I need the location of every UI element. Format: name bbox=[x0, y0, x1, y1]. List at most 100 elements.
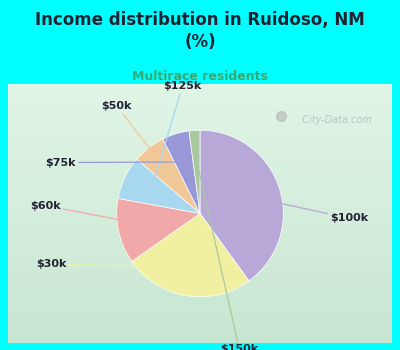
Bar bbox=[8, 317, 392, 320]
Bar bbox=[8, 182, 392, 185]
Bar bbox=[8, 146, 392, 149]
Bar bbox=[8, 198, 392, 201]
Bar bbox=[8, 164, 392, 167]
Bar bbox=[8, 332, 392, 335]
Bar bbox=[8, 276, 392, 278]
Text: $125k: $125k bbox=[151, 81, 202, 190]
Bar bbox=[8, 247, 392, 250]
Bar bbox=[8, 99, 392, 102]
Bar bbox=[8, 167, 392, 169]
Wedge shape bbox=[118, 159, 200, 214]
Bar bbox=[8, 252, 392, 255]
Bar bbox=[8, 136, 392, 138]
Bar bbox=[8, 128, 392, 131]
Bar bbox=[8, 335, 392, 338]
Bar bbox=[8, 216, 392, 219]
Text: Income distribution in Ruidoso, NM
(%): Income distribution in Ruidoso, NM (%) bbox=[35, 10, 365, 51]
Bar bbox=[8, 211, 392, 213]
Bar bbox=[8, 214, 392, 216]
Bar bbox=[8, 302, 392, 304]
Bar bbox=[8, 133, 392, 136]
Bar bbox=[8, 286, 392, 289]
Bar bbox=[8, 107, 392, 110]
Bar bbox=[8, 309, 392, 312]
Bar bbox=[8, 284, 392, 286]
Bar bbox=[8, 172, 392, 175]
Bar bbox=[8, 89, 392, 92]
Bar bbox=[8, 203, 392, 206]
Text: Multirace residents: Multirace residents bbox=[132, 70, 268, 83]
Text: $150k: $150k bbox=[196, 160, 258, 350]
Bar bbox=[8, 304, 392, 307]
Bar bbox=[8, 190, 392, 193]
Text: $100k: $100k bbox=[251, 197, 368, 223]
Bar bbox=[8, 289, 392, 291]
Bar bbox=[8, 219, 392, 221]
Bar bbox=[8, 94, 392, 97]
Bar bbox=[8, 229, 392, 232]
Bar bbox=[8, 226, 392, 229]
Bar bbox=[8, 315, 392, 317]
Bar bbox=[8, 120, 392, 123]
Text: $75k: $75k bbox=[46, 158, 184, 168]
Bar bbox=[8, 86, 392, 89]
Bar bbox=[8, 239, 392, 242]
Bar bbox=[8, 273, 392, 276]
Bar bbox=[8, 115, 392, 118]
Bar bbox=[8, 201, 392, 203]
Wedge shape bbox=[117, 198, 200, 261]
Bar bbox=[8, 258, 392, 260]
Bar bbox=[8, 123, 392, 125]
Bar bbox=[8, 156, 392, 159]
Bar bbox=[8, 250, 392, 252]
Bar bbox=[8, 138, 392, 141]
Bar bbox=[8, 307, 392, 309]
Text: $60k: $60k bbox=[30, 201, 147, 225]
Wedge shape bbox=[163, 131, 200, 214]
Bar bbox=[8, 242, 392, 245]
Bar bbox=[8, 149, 392, 151]
Bar bbox=[8, 131, 392, 133]
Bar bbox=[8, 281, 392, 284]
Bar bbox=[8, 208, 392, 211]
Bar bbox=[8, 245, 392, 247]
Bar bbox=[8, 263, 392, 265]
Bar bbox=[8, 102, 392, 105]
Text: $50k: $50k bbox=[102, 101, 167, 171]
Bar bbox=[8, 206, 392, 208]
Bar bbox=[8, 291, 392, 294]
Text: $30k: $30k bbox=[36, 259, 191, 270]
Bar bbox=[8, 325, 392, 328]
Bar bbox=[8, 141, 392, 144]
Bar bbox=[8, 175, 392, 177]
Wedge shape bbox=[200, 130, 283, 281]
Bar bbox=[8, 162, 392, 164]
Bar bbox=[8, 180, 392, 182]
Bar bbox=[8, 338, 392, 341]
Bar bbox=[8, 237, 392, 239]
Bar bbox=[8, 154, 392, 156]
Bar bbox=[8, 144, 392, 146]
Bar bbox=[8, 193, 392, 195]
Bar bbox=[8, 97, 392, 99]
Bar bbox=[8, 110, 392, 112]
Bar bbox=[8, 195, 392, 198]
Bar bbox=[8, 328, 392, 330]
Wedge shape bbox=[189, 130, 200, 214]
Text: City-Data.com: City-Data.com bbox=[296, 115, 372, 125]
Bar bbox=[8, 296, 392, 299]
Bar bbox=[8, 159, 392, 162]
Bar bbox=[8, 105, 392, 107]
Bar bbox=[8, 224, 392, 226]
Bar bbox=[8, 118, 392, 120]
Bar bbox=[8, 177, 392, 180]
Bar bbox=[8, 341, 392, 343]
Bar bbox=[8, 278, 392, 281]
Bar bbox=[8, 84, 392, 86]
Bar bbox=[8, 255, 392, 258]
Bar bbox=[8, 169, 392, 172]
Bar bbox=[8, 92, 392, 94]
Wedge shape bbox=[137, 139, 200, 214]
Bar bbox=[8, 260, 392, 263]
Bar bbox=[8, 125, 392, 128]
